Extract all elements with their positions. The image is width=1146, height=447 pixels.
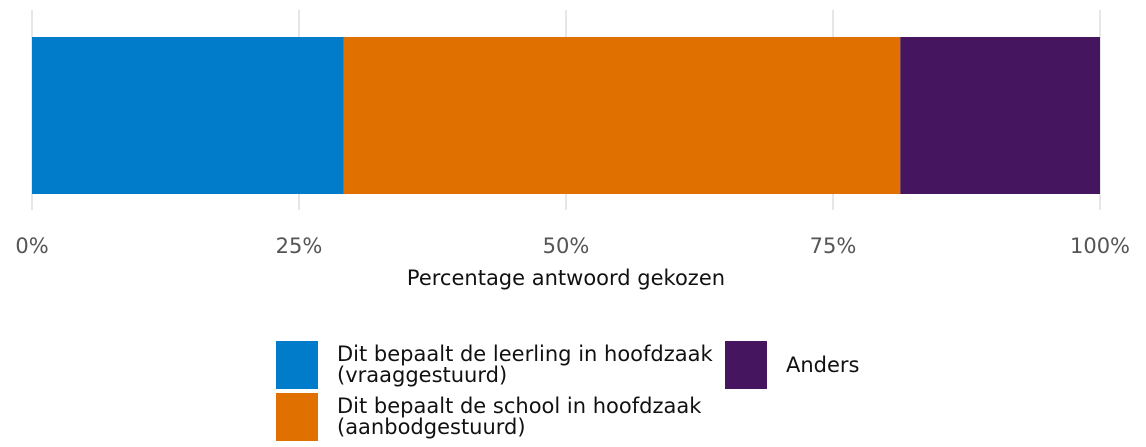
x-tick-label: 75% xyxy=(810,234,857,258)
chart: Percentage antwoord gekozen 0% 25% 50% 75% 1… xyxy=(15,10,1130,290)
bar-segment xyxy=(32,37,344,194)
legend-swatch xyxy=(725,341,767,389)
x-axis-title: Percentage antwoord gekozen xyxy=(407,266,725,290)
legend-label: Anders xyxy=(786,352,860,377)
legend-item: Anders xyxy=(725,341,860,389)
x-tick-label: 0% xyxy=(15,234,48,258)
legend-item: Dit bepaalt de leerling in hoofdzaak (vr… xyxy=(276,341,717,389)
x-tick-label: 100% xyxy=(1070,234,1130,258)
legend-label: Dit bepaalt de leerling in hoofdzaak (vr… xyxy=(337,342,713,387)
x-tick-label: 50% xyxy=(543,234,590,258)
legend-swatch xyxy=(276,341,318,389)
legend-swatch xyxy=(276,393,318,441)
legend-label: Dit bepaalt de school in hoofdzaak (aanb… xyxy=(337,394,702,439)
x-tick-label: 25% xyxy=(276,234,323,258)
bar-segment xyxy=(343,37,901,194)
legend-item: Dit bepaalt de school in hoofdzaak (aanb… xyxy=(276,393,717,441)
bar-segment xyxy=(900,37,1100,194)
